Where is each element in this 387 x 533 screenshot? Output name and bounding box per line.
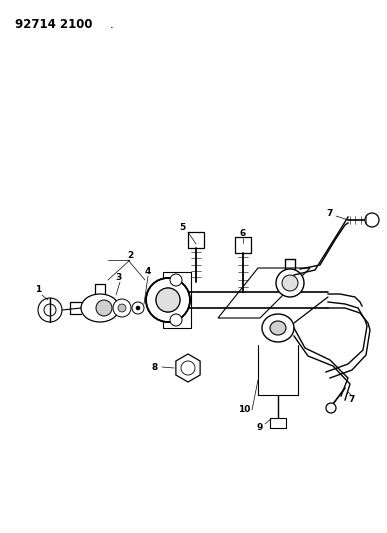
Text: .: . xyxy=(110,18,114,31)
Text: 3: 3 xyxy=(115,273,121,282)
Circle shape xyxy=(38,298,62,322)
Text: 9: 9 xyxy=(257,424,263,432)
Text: 92714 2100: 92714 2100 xyxy=(15,18,92,31)
Bar xyxy=(235,237,251,253)
Circle shape xyxy=(170,314,182,326)
Circle shape xyxy=(96,300,112,316)
Circle shape xyxy=(118,304,126,312)
Bar xyxy=(163,272,191,328)
Circle shape xyxy=(365,213,379,227)
Circle shape xyxy=(146,278,190,322)
Circle shape xyxy=(326,403,336,413)
Circle shape xyxy=(276,269,304,297)
Polygon shape xyxy=(176,354,200,382)
Bar xyxy=(270,418,286,428)
Ellipse shape xyxy=(270,321,286,335)
Text: 10: 10 xyxy=(238,406,250,415)
Circle shape xyxy=(156,288,180,312)
Circle shape xyxy=(44,304,56,316)
Text: 8: 8 xyxy=(152,362,158,372)
Circle shape xyxy=(136,306,140,310)
Text: 5: 5 xyxy=(179,223,185,232)
Circle shape xyxy=(170,274,182,286)
Ellipse shape xyxy=(81,294,119,322)
Bar xyxy=(188,232,204,248)
Circle shape xyxy=(282,275,298,291)
Text: 7: 7 xyxy=(349,395,355,405)
Circle shape xyxy=(113,299,131,317)
Text: 2: 2 xyxy=(127,251,133,260)
Text: 4: 4 xyxy=(145,268,151,277)
Circle shape xyxy=(181,361,195,375)
Circle shape xyxy=(132,302,144,314)
Text: 6: 6 xyxy=(240,229,246,238)
Ellipse shape xyxy=(262,314,294,342)
Text: 7: 7 xyxy=(327,208,333,217)
Circle shape xyxy=(156,288,180,312)
Text: 1: 1 xyxy=(35,286,41,295)
